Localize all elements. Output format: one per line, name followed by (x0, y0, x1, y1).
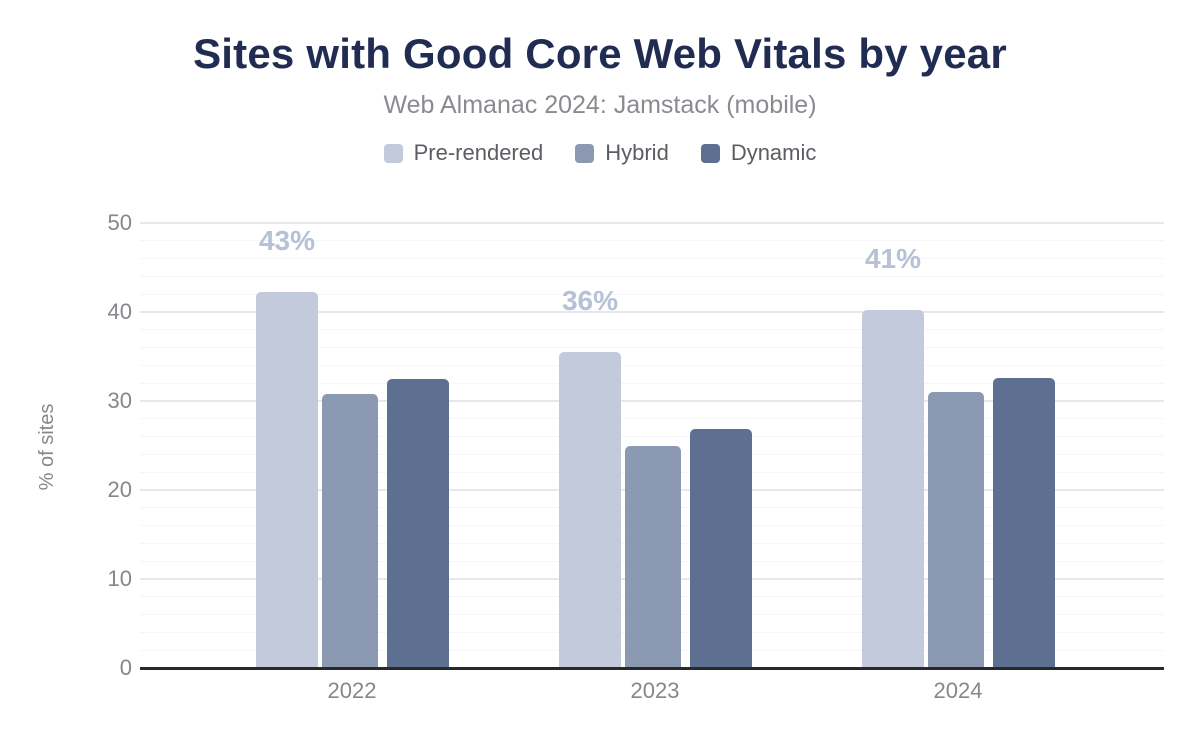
x-axis-category-label: 2022 (327, 678, 377, 703)
bar-value-label: 36% (561, 285, 619, 317)
minor-gridline (140, 293, 1164, 295)
y-axis-tick-label: 0 (119, 655, 132, 680)
minor-gridline (140, 275, 1164, 277)
minor-gridline (140, 436, 1164, 438)
bar-value-label: 41% (864, 243, 922, 275)
x-axis-category-label: 2023 (630, 678, 680, 703)
major-gridline (140, 400, 1164, 402)
legend: Pre-rendered Hybrid Dynamic (0, 140, 1200, 166)
bar-dynamic-2023[interactable] (690, 428, 752, 668)
bar-hybrid-2024[interactable] (928, 392, 984, 668)
minor-gridline (140, 382, 1164, 384)
minor-gridline (140, 364, 1164, 366)
minor-gridline (140, 240, 1164, 242)
bar-pre-rendered-2023[interactable] (559, 352, 621, 668)
y-axis-tick-label: 30 (107, 388, 132, 413)
y-axis-tick-label: 10 (107, 566, 132, 591)
minor-gridline (140, 347, 1164, 349)
legend-item-pre-rendered: Pre-rendered (383, 140, 544, 166)
x-axis-line (140, 667, 1164, 670)
legend-swatch-hybrid-icon (575, 143, 595, 163)
legend-swatch-dynamic-icon (700, 143, 720, 163)
bar-dynamic-2022[interactable] (387, 378, 449, 668)
bar-hybrid-2023[interactable] (625, 446, 681, 668)
y-axis-tick-label: 20 (107, 477, 132, 502)
legend-label-dynamic: Dynamic (730, 140, 817, 165)
bar-dynamic-2024[interactable] (993, 377, 1055, 668)
y-axis-title: % of sites (36, 403, 58, 491)
major-gridline (140, 311, 1164, 313)
bar-pre-rendered-2022[interactable] (256, 291, 318, 668)
minor-gridline (140, 329, 1164, 331)
legend-label-pre-rendered: Pre-rendered (413, 140, 544, 165)
bar-value-label: 43% (258, 224, 316, 256)
y-axis-tick-label: 50 (107, 210, 132, 235)
legend-swatch-pre-rendered-icon (383, 143, 403, 163)
minor-gridline (140, 418, 1164, 420)
y-axis-tick-label: 40 (107, 299, 132, 324)
minor-gridline (140, 258, 1164, 260)
bar-hybrid-2022[interactable] (322, 393, 378, 668)
legend-item-dynamic: Dynamic (700, 140, 817, 166)
chart-subtitle: Web Almanac 2024: Jamstack (mobile) (383, 91, 817, 119)
legend-item-hybrid: Hybrid (575, 140, 669, 166)
major-gridline (140, 222, 1164, 224)
legend-label-hybrid: Hybrid (605, 140, 669, 165)
chart-title: Sites with Good Core Web Vitals by year (193, 30, 1007, 77)
bar-pre-rendered-2024[interactable] (862, 310, 924, 668)
x-axis-category-label: 2024 (933, 678, 983, 703)
